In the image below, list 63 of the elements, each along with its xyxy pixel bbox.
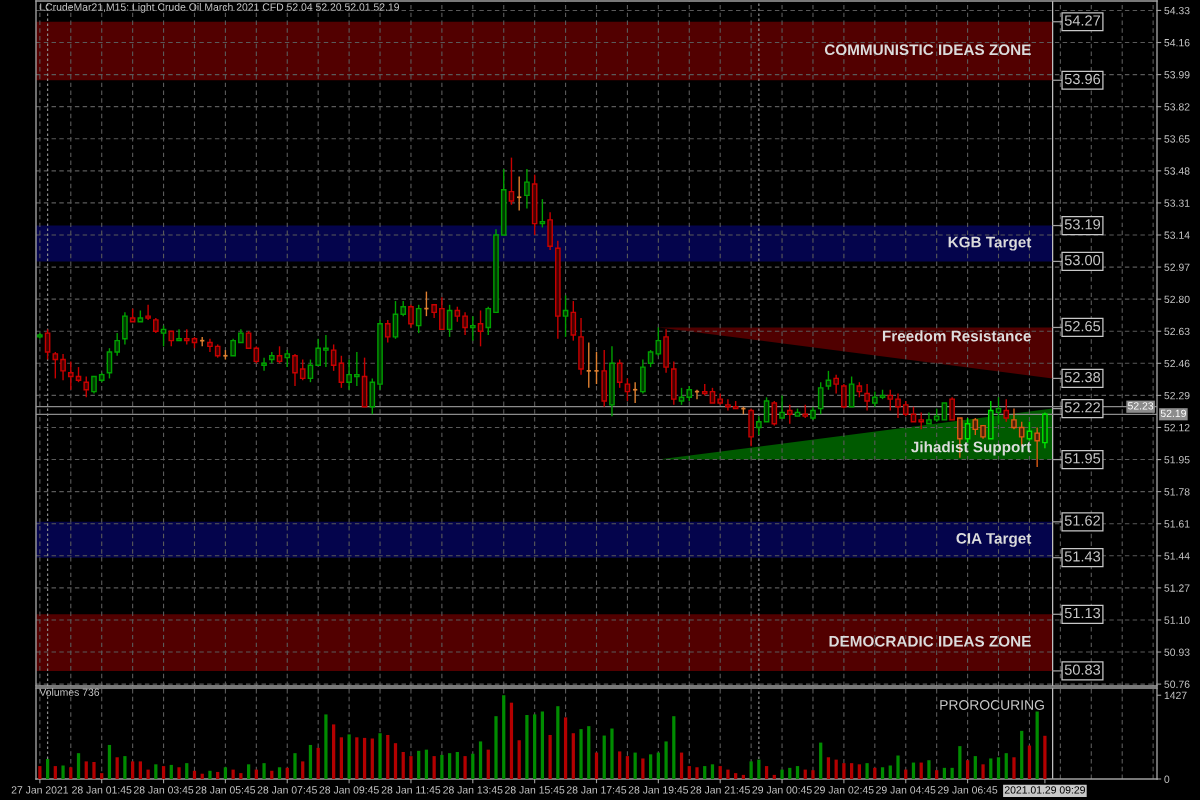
x-tick-label: 28 Jan 11:45 (381, 786, 441, 794)
y-tick-label: 51.10 (1164, 616, 1190, 624)
x-tick-label: 29 Jan 00:45 (752, 786, 812, 794)
y-tick-label: 52.97 (1164, 263, 1190, 271)
y-tick-label: 51.78 (1164, 488, 1190, 496)
chart-title: LCrudeMar21,M15: Light Crude Oil March 2021 CFD 52.04 52.20 52.01 52.19 (40, 3, 400, 13)
y-tick-label: 52.29 (1164, 391, 1190, 400)
chart-title: Volumes 736 (39, 688, 100, 696)
x-tick-label: 28 Jan 17:45 (566, 786, 627, 794)
x-tick-label: 28 Jan 03:45 (133, 786, 194, 794)
annotation: 51.95 (1064, 453, 1101, 464)
annotation: 52.38 (1064, 372, 1101, 383)
y-tick-label: 52.46 (1164, 359, 1190, 368)
band-label: KGB Target (948, 236, 1032, 251)
x-tick-label: 28 Jan 15:45 (505, 786, 565, 794)
y-tick-label: 53.99 (1164, 71, 1190, 79)
x-tick-label: 27 Jan 2021 (11, 786, 69, 794)
annotation: 53.19 (1064, 219, 1101, 230)
y-tick-label: 53.65 (1164, 135, 1190, 143)
x-tick-label: 28 Jan 07:45 (257, 786, 317, 794)
ref-line-label: 52.19 (1160, 409, 1186, 418)
x-tick-label: 29 Jan 02:45 (814, 786, 874, 794)
x-tick-label: 28 Jan 19:45 (628, 786, 689, 794)
band-label: COMMUNISTIC IDEAS ZONE (824, 44, 1031, 56)
y-tick-label: 53.48 (1164, 167, 1190, 175)
y-tick-label: 51.95 (1164, 456, 1190, 464)
ref-line-label: 52.23 (1127, 402, 1154, 410)
x-tick-label: 28 Jan 05:45 (195, 786, 256, 794)
annotation: 51.62 (1064, 515, 1100, 526)
y-tick-label: 54.33 (1164, 6, 1190, 15)
y-tick-label: 50.76 (1164, 680, 1190, 688)
y-tick-label: 52.80 (1164, 295, 1190, 304)
series-label: Freedom Resistance (882, 330, 1031, 342)
x-tick-label: 2021.01.29 09:29 (1004, 786, 1085, 794)
x-tick-label: 28 Jan 01:45 (72, 786, 132, 794)
x-tick-label: 28 Jan 13:45 (443, 786, 503, 794)
x-tick-label: 28 Jan 21:45 (690, 786, 750, 794)
y-tick-label: 52.63 (1164, 327, 1190, 336)
y-tick-label: 51.44 (1164, 552, 1190, 560)
y-tick-label: 52.12 (1164, 423, 1190, 432)
annotation: 52.65 (1064, 321, 1101, 332)
annotation: 51.13 (1064, 607, 1101, 619)
x-tick-label: 29 Jan 04:45 (876, 786, 936, 794)
annotation: 52.22 (1064, 402, 1100, 413)
band-label: DEMOCRADIC IDEAS ZONE (829, 635, 1031, 647)
band-label: CIA Target (956, 532, 1032, 547)
y-tick-label: 50.93 (1164, 648, 1190, 656)
y-tick-label: 53.14 (1164, 231, 1190, 239)
y-tick-label: 51.27 (1164, 584, 1190, 592)
y-tick-label: 0 (1164, 775, 1170, 783)
y-tick-label: 51.61 (1164, 520, 1190, 528)
y-tick-label: 1427 (1164, 691, 1187, 699)
x-tick-label: 29 Jan 06:45 (938, 786, 998, 794)
x-tick-label: 28 Jan 09:45 (319, 786, 379, 794)
annotation: 50.83 (1064, 664, 1101, 675)
y-tick-label: 53.31 (1164, 199, 1190, 207)
annotation: PROROCURING (940, 700, 1044, 710)
annotation: 51.43 (1064, 551, 1101, 562)
y-tick-label: 53.82 (1164, 103, 1190, 111)
annotation: 53.96 (1064, 73, 1101, 85)
annotation: 54.27 (1064, 15, 1100, 26)
y-tick-label: 54.16 (1164, 39, 1190, 47)
annotation: 53.00 (1064, 255, 1101, 266)
